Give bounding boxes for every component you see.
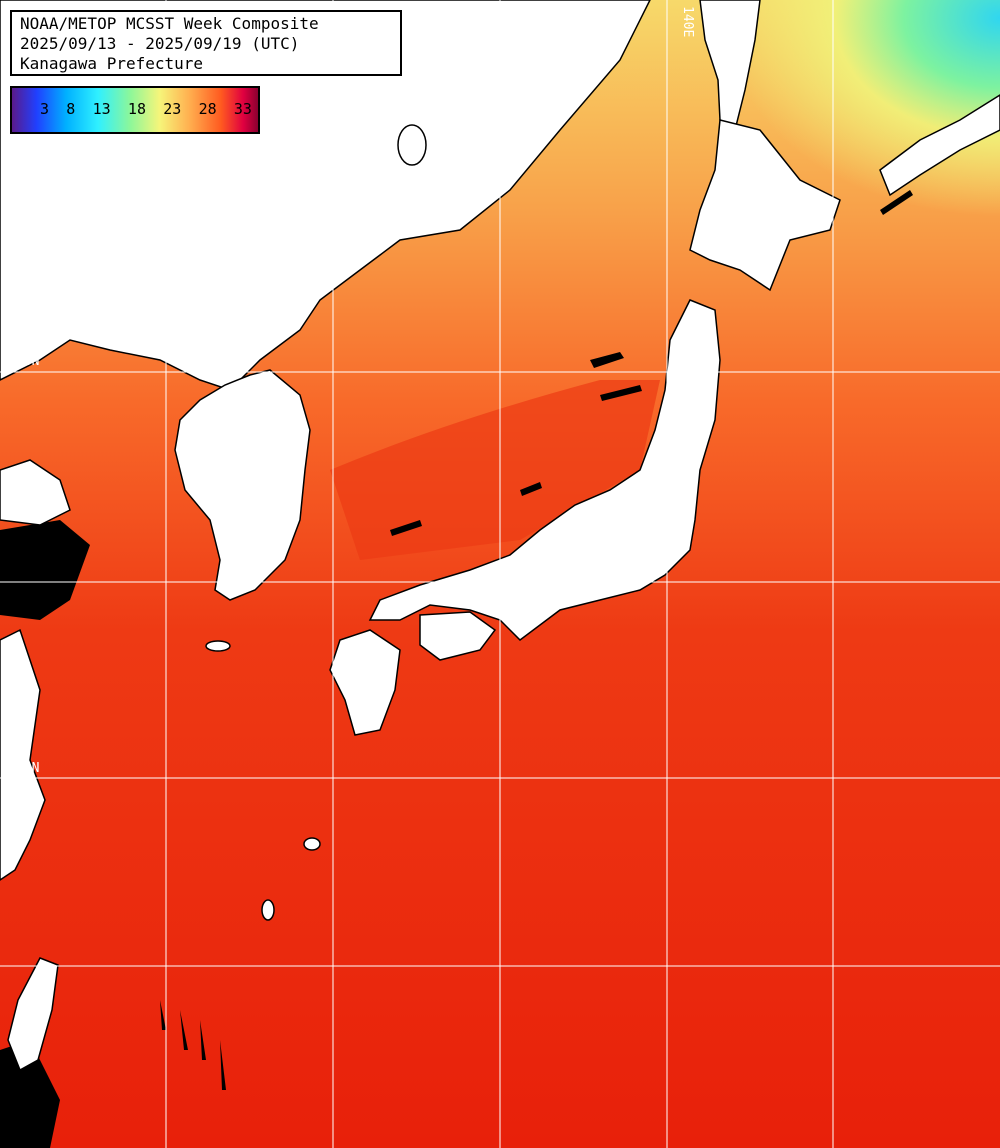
lon-label-140e: 140E — [680, 6, 695, 37]
cloud-patches — [0, 120, 974, 1148]
legend-tick: 28 — [198, 100, 217, 118]
legend-tick: 18 — [127, 100, 146, 118]
title-line-1: NOAA/METOP MCSST Week Composite — [20, 14, 319, 33]
warm-band — [330, 380, 660, 560]
temperature-color-legend: 3 8 13 18 23 28 33 — [10, 86, 260, 134]
title-line-3: Kanagawa Prefecture — [20, 54, 204, 73]
legend-tick: 13 — [92, 100, 111, 118]
legend-tick: 23 — [163, 100, 182, 118]
title-line-2: 2025/09/13 - 2025/09/19 (UTC) — [20, 34, 300, 53]
map-title-box: NOAA/METOP MCSST Week Composite 2025/09/… — [10, 10, 402, 76]
legend-tick: 33 — [233, 100, 252, 118]
legend-tick-labels: 3 8 13 18 23 28 33 — [12, 100, 258, 118]
lat-label-40n: 40N — [16, 354, 39, 369]
lat-label-30n: 30N — [16, 761, 39, 776]
legend-tick: 8 — [66, 100, 76, 118]
legend-tick: 3 — [40, 100, 50, 118]
